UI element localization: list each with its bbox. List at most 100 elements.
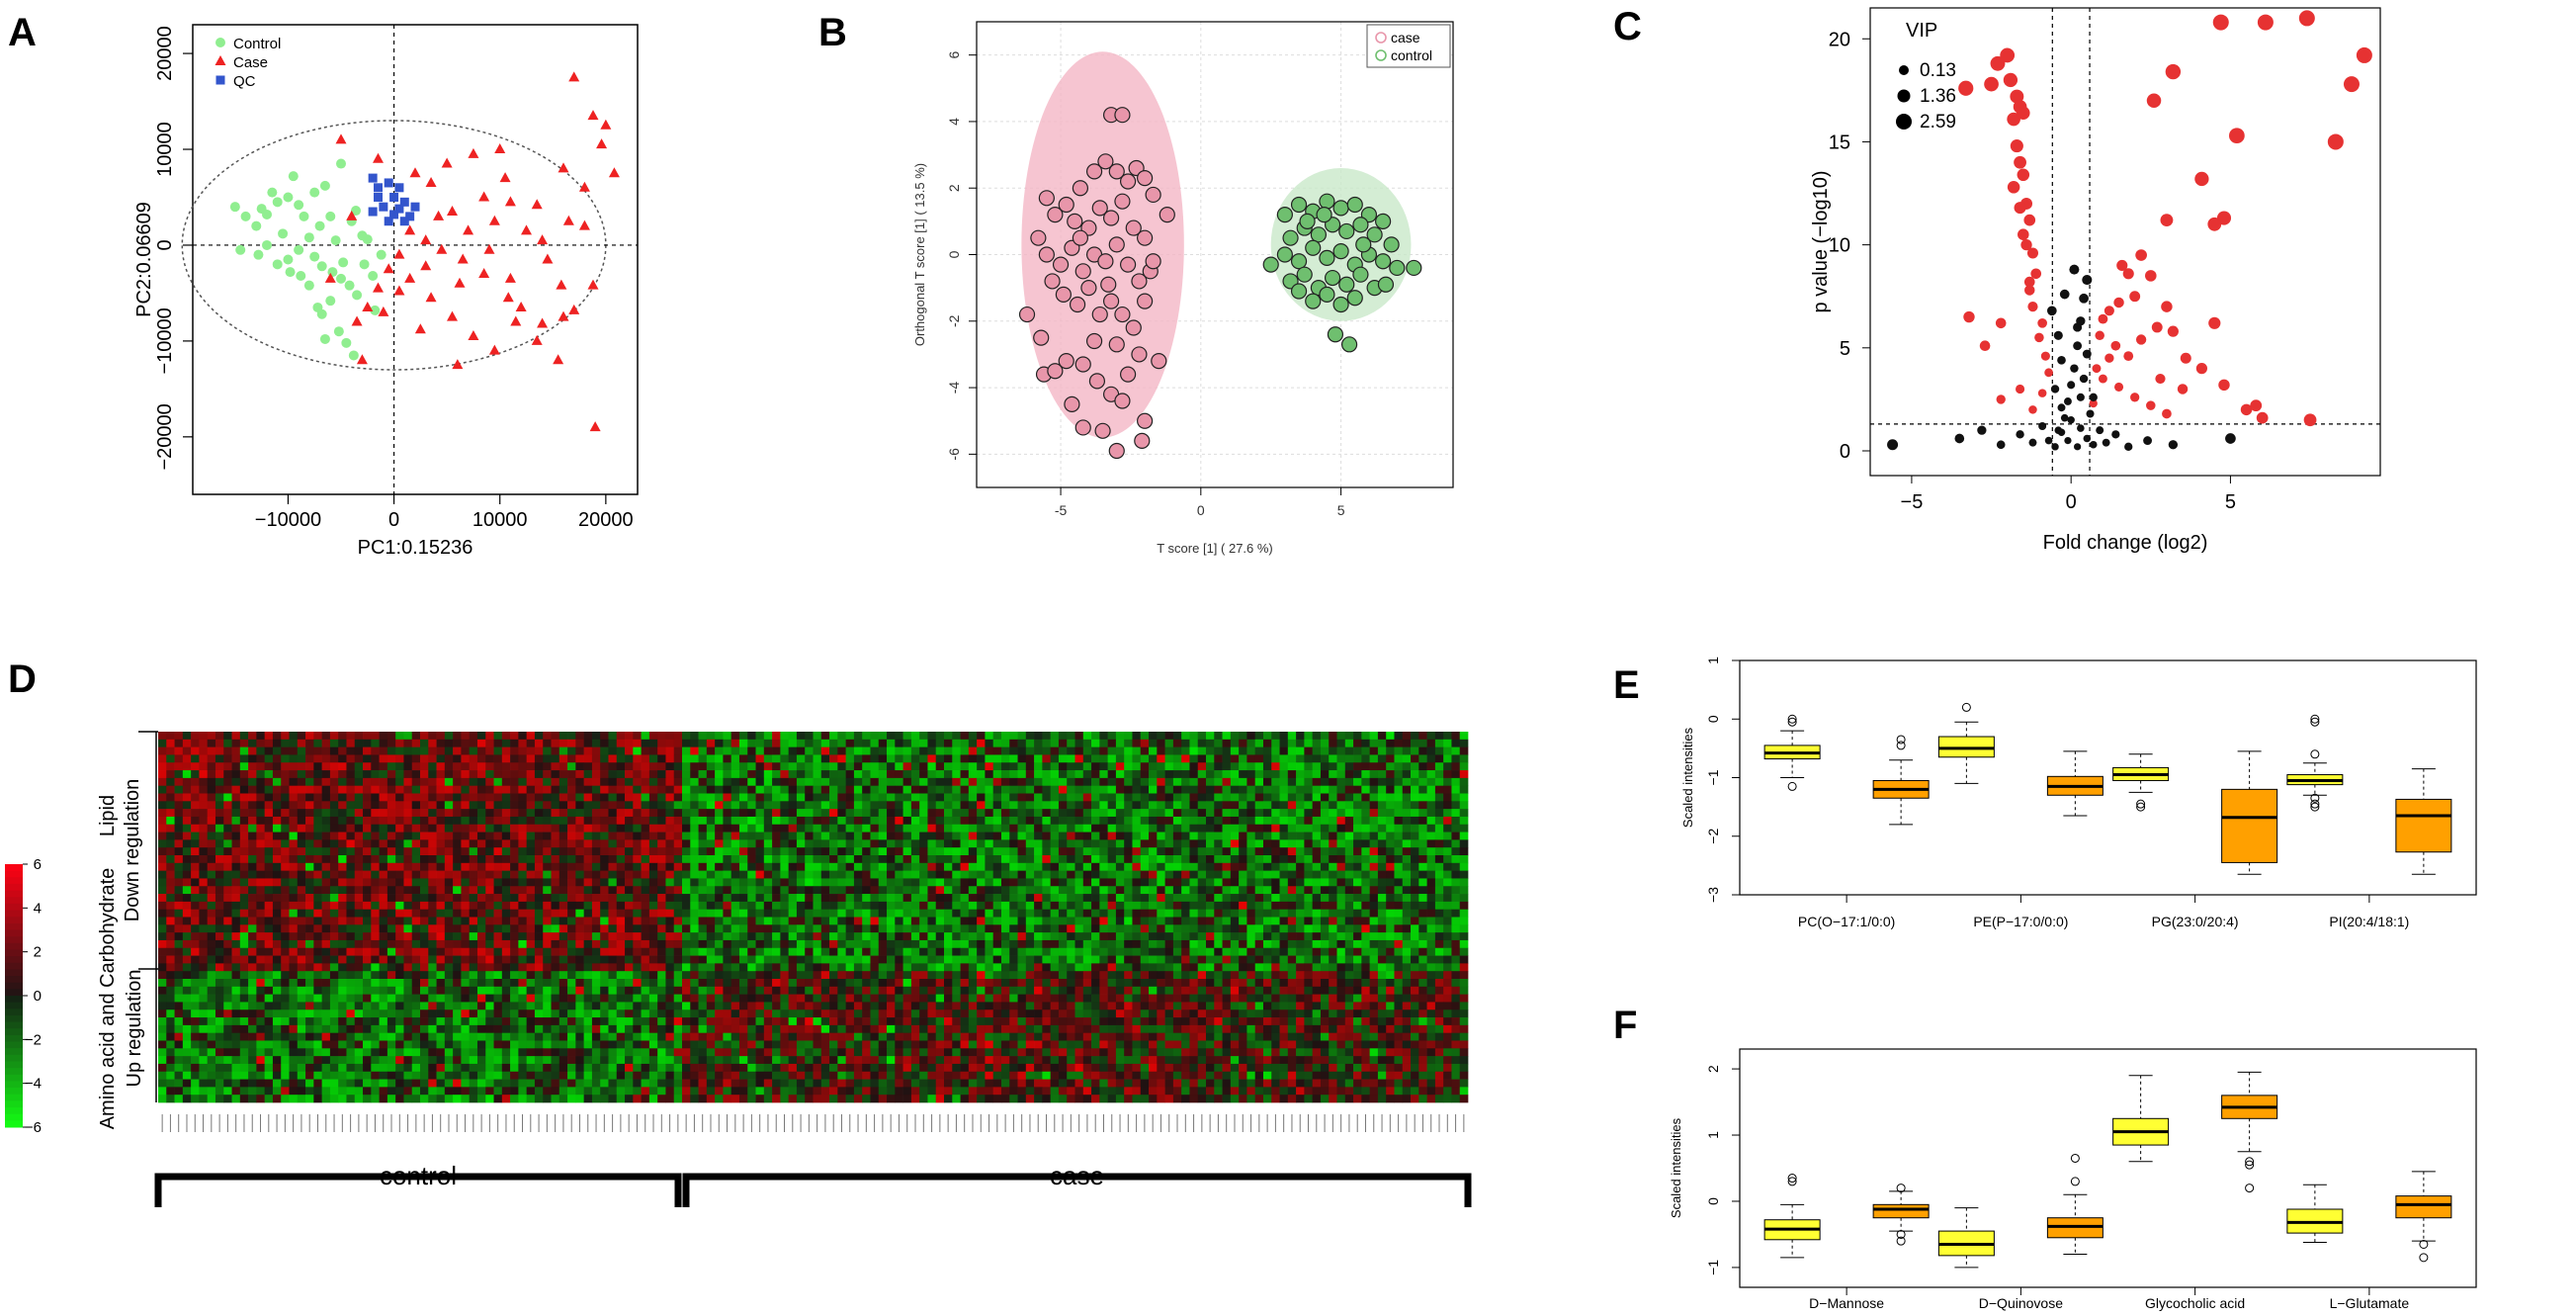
heatmap-cell	[174, 762, 184, 771]
heatmap-cell	[239, 839, 249, 848]
heatmap-cell	[690, 878, 699, 887]
heatmap-cell	[1386, 924, 1395, 933]
heatmap-cell	[1042, 917, 1052, 925]
heatmap-cell	[1172, 924, 1182, 933]
heatmap-cell	[641, 924, 650, 933]
heatmap-cell	[329, 894, 339, 903]
heatmap-cell	[444, 924, 454, 933]
heatmap-cell	[1009, 777, 1018, 787]
heatmap-cell	[428, 901, 437, 911]
heatmap-cell	[944, 870, 953, 879]
heatmap-cell	[354, 809, 364, 818]
heatmap-cell	[1262, 862, 1272, 871]
heatmap-cell	[1009, 754, 1018, 763]
heatmap-cell	[158, 870, 167, 879]
heatmap-cell	[1091, 839, 1100, 848]
heatmap-cell	[780, 739, 790, 747]
heatmap-cell	[641, 839, 650, 848]
heatmap-cell	[673, 878, 683, 887]
heatmap-cell	[1074, 870, 1084, 879]
heatmap-cell	[1279, 894, 1289, 903]
heatmap-cell	[346, 816, 356, 826]
heatmap-cell	[977, 932, 986, 941]
heatmap-cell	[1336, 809, 1346, 818]
panel-letter-b: B	[818, 11, 847, 54]
heatmap-cell	[796, 832, 806, 840]
heatmap-cell	[534, 777, 544, 787]
heatmap-cell	[1042, 924, 1052, 933]
heatmap-cell	[1344, 901, 1354, 911]
heatmap-cell	[591, 924, 601, 933]
heatmap-cell	[952, 886, 961, 895]
point-control	[272, 197, 283, 208]
heatmap-cell	[715, 939, 724, 949]
heatmap-cell	[1344, 824, 1354, 833]
heatmap-cell	[1042, 870, 1052, 879]
heatmap-cell	[747, 847, 756, 856]
heatmap-cell	[1361, 855, 1370, 864]
heatmap-cell	[231, 801, 241, 810]
heatmap-cell	[567, 932, 576, 941]
heatmap-cell	[191, 947, 200, 956]
heatmap-cell	[526, 909, 536, 918]
heatmap-cell	[780, 785, 790, 794]
heatmap-cell	[935, 824, 945, 833]
heatmap-cell	[510, 909, 519, 918]
heatmap-cell	[738, 762, 748, 771]
heatmap-cell	[1361, 770, 1370, 779]
heatmap-cell	[1149, 870, 1158, 879]
heatmap-cell	[633, 894, 642, 903]
heatmap-cell	[1320, 862, 1330, 871]
point-case	[1074, 419, 1091, 436]
heatmap-cell	[1149, 901, 1158, 911]
heatmap-cell	[985, 832, 994, 840]
heatmap-cell	[1050, 832, 1060, 840]
heatmap-cell	[239, 746, 249, 755]
heatmap-cell	[1386, 739, 1395, 747]
heatmap-cell	[992, 855, 1002, 864]
heatmap-cell	[158, 777, 167, 787]
heatmap-cell	[968, 847, 978, 856]
heatmap-cell	[215, 901, 224, 911]
heatmap-cell	[853, 770, 863, 779]
heatmap-cell	[493, 793, 503, 802]
point-case	[1120, 256, 1137, 273]
heatmap-cell	[191, 801, 200, 810]
heatmap-cell	[1394, 886, 1404, 895]
heatmap-cell	[174, 793, 184, 802]
heatmap-cell	[395, 770, 404, 779]
heatmap-cell	[730, 932, 740, 941]
heatmap-cell	[633, 878, 642, 887]
heatmap-cell	[665, 886, 675, 895]
heatmap-cell	[395, 785, 404, 794]
heatmap-cell	[174, 739, 184, 747]
heatmap-cell	[158, 878, 167, 887]
heatmap-cell	[485, 762, 494, 771]
heatmap-cell	[166, 809, 175, 818]
heatmap-cell	[723, 770, 732, 779]
heatmap-cell	[1304, 816, 1314, 826]
heatmap-cell	[363, 801, 372, 810]
heatmap-cell	[575, 855, 584, 864]
heatmap-cell	[1434, 870, 1444, 879]
heatmap-cell	[354, 785, 364, 794]
heatmap-cell	[1353, 847, 1362, 856]
heatmap-cell	[1189, 770, 1199, 779]
heatmap-cell	[1050, 862, 1060, 871]
heatmap-cell	[1329, 746, 1337, 755]
heatmap-cell	[436, 816, 446, 826]
heatmap-cell	[1353, 932, 1362, 941]
heatmap-cell	[1025, 832, 1035, 840]
heatmap-cell	[625, 801, 634, 810]
heatmap-cell	[551, 816, 560, 826]
heatmap-cell	[845, 770, 855, 779]
heatmap-cell	[1157, 862, 1165, 871]
heatmap-cell	[960, 770, 970, 779]
heatmap-cell	[215, 924, 224, 933]
heatmap-cell	[723, 739, 732, 747]
point-case	[373, 282, 384, 293]
heatmap-cell	[379, 894, 388, 903]
heatmap-cell	[952, 847, 961, 856]
heatmap-cell	[1451, 939, 1461, 949]
heatmap-cell	[501, 894, 511, 903]
